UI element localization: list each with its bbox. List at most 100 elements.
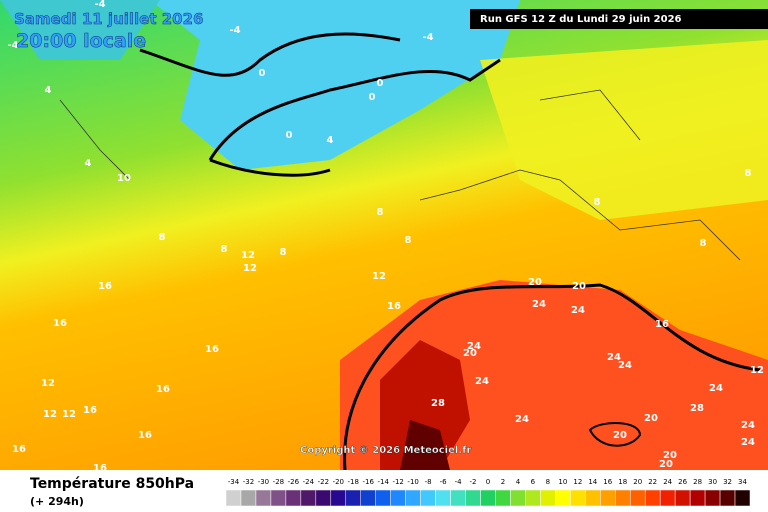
scale-swatch — [240, 489, 257, 507]
date: Samedi 11 juillet 2026 — [14, 10, 204, 28]
scale-label: 30 — [708, 478, 717, 486]
contour-label: 0 — [259, 68, 266, 79]
run-info: Run GFS 12 Z du Lundi 29 juin 2026 — [480, 14, 682, 25]
scale-swatch — [525, 489, 541, 507]
contour-label: 16 — [655, 319, 669, 330]
contour-label: 20 — [644, 413, 658, 424]
contour-label: 24 — [618, 360, 632, 371]
scale-swatch — [465, 489, 481, 507]
scale-label: 20 — [633, 478, 642, 486]
cold-region — [150, 0, 520, 170]
contour-label: 12 — [43, 409, 57, 420]
scale-label: -18 — [348, 478, 359, 486]
scale-label: 34 — [738, 478, 747, 486]
scale-swatch — [270, 489, 287, 507]
contour-label: 4 — [327, 135, 334, 146]
scale-label: 32 — [723, 478, 732, 486]
scale-swatch — [644, 489, 661, 507]
contour-label: 8 — [377, 207, 384, 218]
contour-label: 16 — [83, 405, 97, 416]
contour-label: 8 — [405, 235, 412, 246]
scale-swatch — [225, 489, 242, 507]
contour-label: 24 — [467, 341, 481, 352]
scale-label: 26 — [678, 478, 687, 486]
scale-label: 12 — [573, 478, 582, 486]
scale-swatch — [585, 489, 601, 507]
scale-label: -10 — [407, 478, 418, 486]
scale-label: 16 — [603, 478, 612, 486]
contour-line — [139, 32, 401, 77]
scale-swatch — [285, 489, 302, 507]
scale-label: 22 — [648, 478, 657, 486]
contour-label: 16 — [138, 430, 152, 441]
contour-label: -4 — [422, 32, 433, 43]
contour-label: 12 — [241, 250, 255, 261]
scale-swatch — [375, 489, 391, 507]
scale-swatch — [480, 489, 496, 507]
scale-swatch — [255, 489, 272, 507]
scale-label: -8 — [425, 478, 432, 486]
scale-swatch — [510, 489, 526, 507]
scale-label: -14 — [377, 478, 389, 486]
contour-label: 8 — [280, 247, 287, 258]
scale-swatch — [689, 489, 706, 507]
contour-label: 28 — [690, 403, 704, 414]
contour-line — [588, 422, 642, 447]
scale-swatch — [555, 489, 571, 507]
contour-label: 16 — [387, 301, 401, 312]
scale-swatch — [495, 489, 511, 507]
contour-label: 24 — [741, 437, 755, 448]
scale-label: -32 — [243, 478, 254, 486]
scale-swatch — [435, 489, 451, 507]
contour-label: 12 — [372, 271, 386, 282]
legend-title: Température 850hPa — [30, 476, 194, 492]
scale-label: 24 — [663, 478, 672, 486]
scale-label: -26 — [288, 478, 300, 486]
scale-swatch — [540, 489, 556, 507]
scale-label: -22 — [318, 478, 329, 486]
contour-label: 20 — [572, 281, 586, 292]
contour-label: 8 — [221, 244, 228, 255]
contour-label: 16 — [205, 344, 219, 355]
contour-line — [343, 283, 761, 471]
contour-label: 16 — [93, 463, 107, 474]
scale-label: -6 — [440, 478, 448, 486]
scale-swatch — [405, 489, 421, 507]
coastline — [59, 89, 741, 261]
contour-label: 24 — [741, 420, 755, 431]
contour-label: 20 — [663, 450, 677, 461]
scale-swatch — [300, 489, 317, 507]
contour-label: 16 — [98, 281, 112, 292]
scale-swatch — [734, 489, 751, 507]
contour-label: 4 — [327, 135, 334, 146]
contour-label: 24 — [709, 383, 723, 394]
contour-label: 24 — [515, 414, 529, 425]
local-time: 20:00 locale — [16, 30, 146, 52]
scale-label: -20 — [333, 478, 344, 486]
contour-label: 24 — [607, 352, 621, 363]
contour-label: 28 — [431, 398, 445, 409]
contour-label: 0 — [369, 92, 376, 103]
scale-label: -2 — [470, 478, 477, 486]
scale-swatch — [420, 489, 436, 507]
cold-region — [0, 0, 160, 60]
contour-label: 8 — [700, 238, 707, 249]
contour-label: 16 — [156, 384, 170, 395]
scale-swatch — [390, 489, 406, 507]
contour-label: 12 — [750, 365, 764, 376]
contour-label: 8 — [594, 197, 601, 208]
contour-label: 0 — [377, 78, 384, 89]
scale-label: 8 — [546, 478, 550, 486]
scale-swatch — [615, 489, 631, 507]
scale-label: 14 — [588, 478, 597, 486]
scale-label: 28 — [693, 478, 702, 486]
contour-label: 4 — [45, 85, 52, 96]
scale-swatch — [674, 489, 691, 507]
contour-label: 16 — [12, 444, 26, 455]
scale-label: -4 — [455, 478, 463, 486]
contour-label: 12 — [243, 263, 257, 274]
scale-swatch — [330, 489, 347, 507]
scale-label: -12 — [392, 478, 403, 486]
legend-subtitle: (+ 294h) — [30, 495, 84, 508]
contour-label: 8 — [745, 168, 752, 179]
